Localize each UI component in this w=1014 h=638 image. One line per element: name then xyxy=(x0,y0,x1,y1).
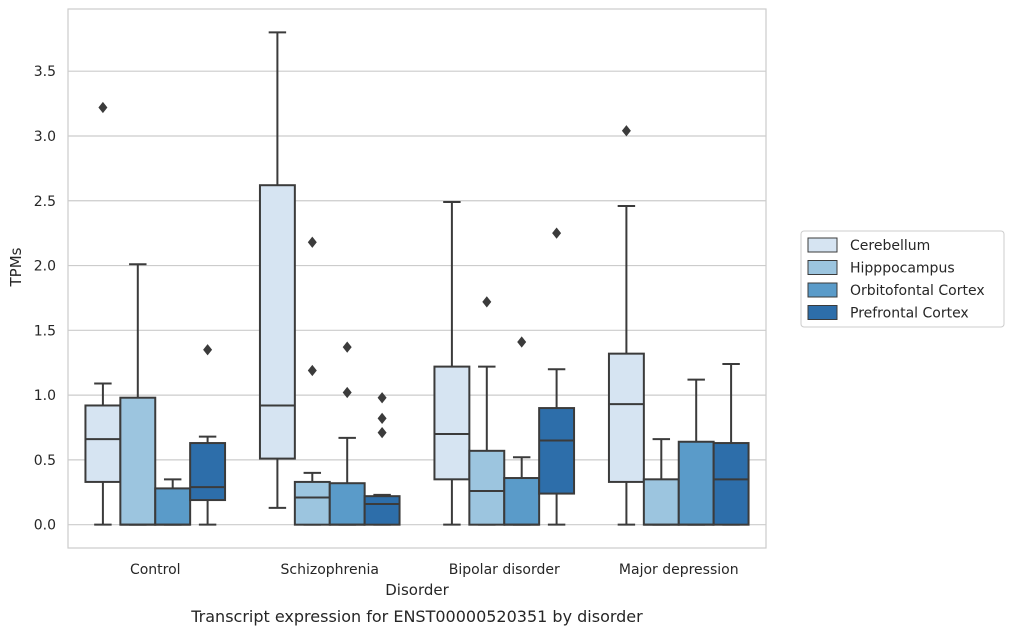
legend-label: Prefrontal Cortex xyxy=(850,306,969,322)
outlier-point xyxy=(621,125,631,137)
box-iqr xyxy=(538,407,576,495)
legend: Cerebellum Hipppocampus Orbitofontal Corte… xyxy=(800,230,1005,328)
box-prefrontal-cortex xyxy=(189,344,227,526)
box-hipppocampus xyxy=(293,236,331,526)
box-groups xyxy=(84,31,750,526)
box-iqr xyxy=(468,449,506,526)
box-orbitofontal-cortex xyxy=(677,378,715,526)
legend-item: Prefrontal Cortex xyxy=(807,305,969,322)
box-cerebellum xyxy=(607,125,645,526)
outlier-point xyxy=(203,344,213,356)
y-tick-labels: 0.0 0.5 1.0 1.5 2.0 2.5 3.0 3.5 xyxy=(34,64,56,533)
box-iqr xyxy=(712,442,750,526)
y-tick-label: 2.5 xyxy=(34,194,56,210)
box-iqr xyxy=(328,482,366,526)
box-prefrontal-cortex xyxy=(363,392,401,526)
box-iqr xyxy=(433,365,471,481)
y-tick-label: 3.0 xyxy=(34,129,56,145)
outlier-point xyxy=(377,392,387,404)
x-tick-label: Schizophrenia xyxy=(281,562,379,578)
box-cerebellum xyxy=(433,201,471,526)
legend-frame xyxy=(800,230,1005,328)
box-iqr xyxy=(363,495,401,526)
legend-label: Orbitofontal Cortex xyxy=(850,283,985,299)
box-hipppocampus xyxy=(119,263,157,526)
box-iqr xyxy=(293,480,331,526)
legend-label: Hipppocampus xyxy=(850,261,955,277)
outlier-point xyxy=(377,412,387,425)
box-prefrontal-cortex xyxy=(538,227,576,526)
box-orbitofontal-cortex xyxy=(154,478,192,526)
outlier-point xyxy=(98,101,108,114)
box-iqr xyxy=(503,477,541,526)
y-tick-label: 2.0 xyxy=(34,259,56,275)
box-iqr xyxy=(154,487,192,526)
y-tick-label: 0.5 xyxy=(34,453,56,469)
y-tick-label: 3.5 xyxy=(34,64,56,80)
legend-item: Cerebellum xyxy=(807,237,930,254)
box-iqr xyxy=(189,442,227,502)
x-tick-labels: Control Schizophrenia Bipolar disorder Majo… xyxy=(130,562,739,578)
y-tick-label: 1.0 xyxy=(34,388,56,404)
legend-swatch xyxy=(807,282,838,298)
x-tick-label: Control xyxy=(130,562,181,578)
x-tick-label: Bipolar disorder xyxy=(449,562,560,578)
outlier-point xyxy=(307,364,317,377)
box-iqr xyxy=(258,184,296,460)
legend-swatch xyxy=(807,305,838,320)
box-iqr xyxy=(119,396,157,526)
outlier-point xyxy=(342,341,352,353)
x-tick-label: Major depression xyxy=(619,562,739,578)
outlier-point xyxy=(377,427,387,439)
box-orbitofontal-cortex xyxy=(503,336,541,526)
figure-caption: Transcript expression for ENST0000052035… xyxy=(190,607,643,626)
legend-swatch xyxy=(807,237,838,253)
box-iqr xyxy=(84,404,122,483)
legend-swatch xyxy=(807,260,838,275)
x-axis-label: Disorder xyxy=(385,581,449,599)
box-cerebellum xyxy=(258,31,296,509)
plot-frame xyxy=(67,8,767,549)
box-cerebellum xyxy=(84,101,122,526)
legend-item: Hipppocampus xyxy=(807,260,955,277)
box-orbitofontal-cortex xyxy=(328,341,366,526)
box-prefrontal-cortex xyxy=(712,363,750,526)
legend-item: Orbitofontal Cortex xyxy=(807,282,985,299)
box-iqr xyxy=(677,440,715,526)
box-iqr xyxy=(642,478,680,526)
outlier-point xyxy=(517,336,527,348)
outlier-point xyxy=(342,386,352,399)
outlier-point xyxy=(307,236,317,248)
box-hipppocampus xyxy=(468,296,506,526)
y-axis-label: TPMs xyxy=(7,247,25,287)
legend-label: Cerebellum xyxy=(850,238,930,254)
y-tick-label: 0.0 xyxy=(34,518,56,534)
outlier-point xyxy=(552,227,562,239)
box-iqr xyxy=(607,352,645,483)
y-tick-label: 1.5 xyxy=(34,323,56,339)
outlier-point xyxy=(482,296,492,308)
